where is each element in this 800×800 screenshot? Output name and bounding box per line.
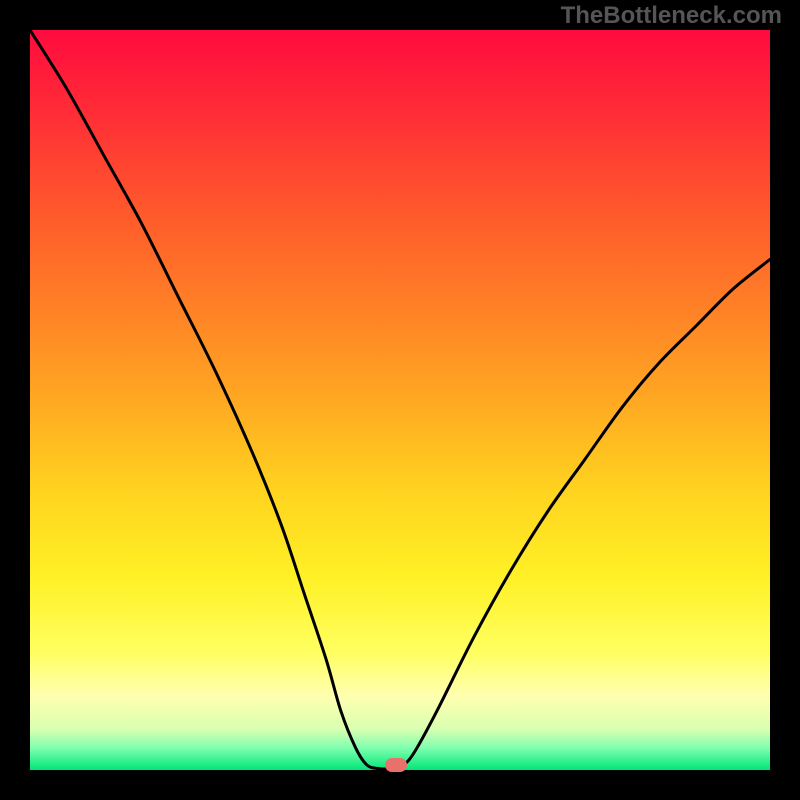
watermark-text: TheBottleneck.com [561,2,782,30]
gradient-background [30,30,770,770]
chart-plot [30,30,770,770]
optimum-marker [385,758,407,772]
